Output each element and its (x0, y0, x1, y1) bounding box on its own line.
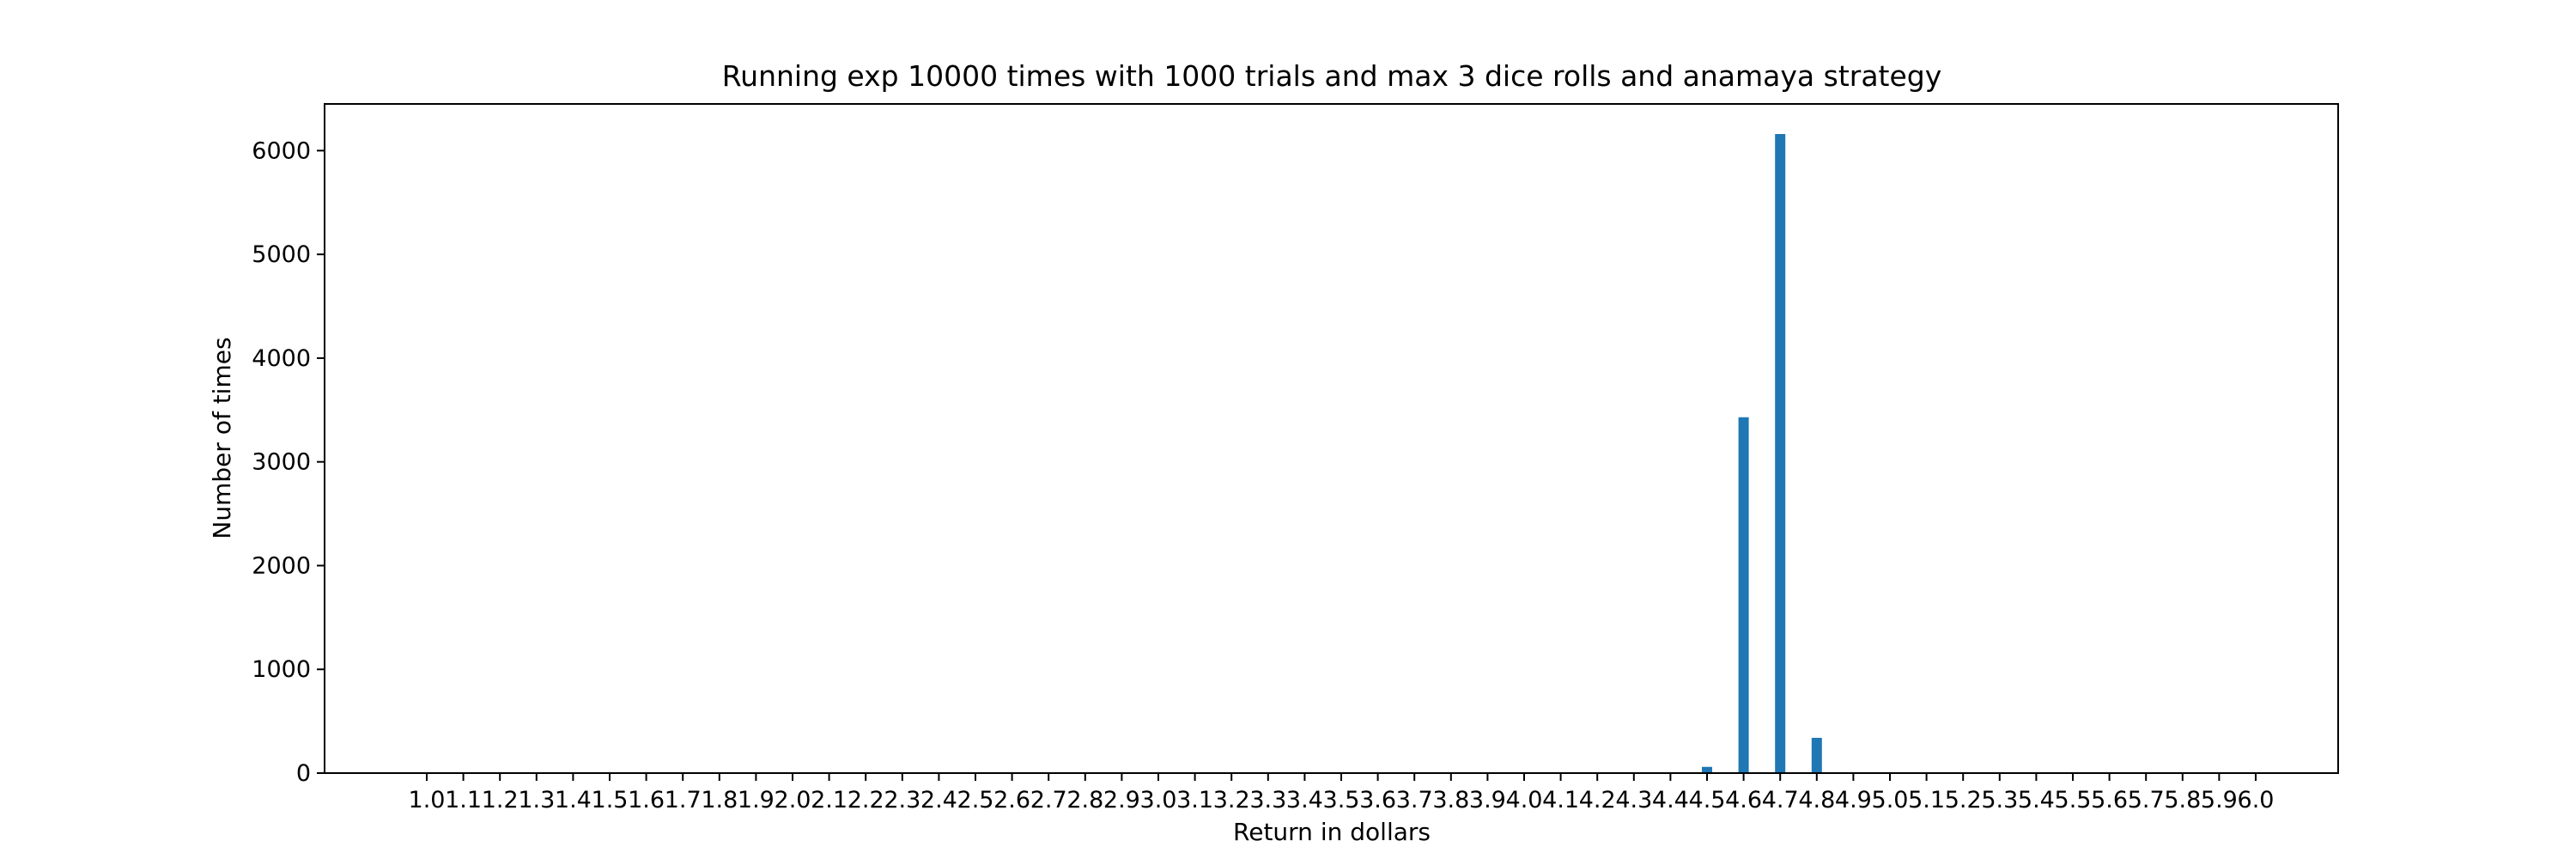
x-tick-label: 1.4 (555, 787, 592, 813)
y-axis-label: Number of times (208, 337, 236, 539)
x-tick-label: 2.5 (957, 787, 994, 813)
x-axis-label: Return in dollars (1233, 818, 1431, 846)
x-tick-label: 3.2 (1213, 787, 1250, 813)
x-tick-label: 4.4 (1652, 787, 1689, 813)
y-tick-label: 3000 (252, 449, 311, 476)
x-tick-label: 2.3 (884, 787, 920, 813)
bar-4.6 (1738, 417, 1749, 773)
x-tick-label: 5.1 (1908, 787, 1945, 813)
x-tick-label: 2.9 (1103, 787, 1140, 813)
x-tick-label: 5.2 (1945, 787, 1982, 813)
x-tick-label: 3.9 (1469, 787, 1506, 813)
x-tick-label: 3.5 (1323, 787, 1360, 813)
x-tick-label: 1.6 (628, 787, 665, 813)
x-tick-label: 2.2 (848, 787, 884, 813)
chart-title: Running exp 10000 times with 1000 trials… (722, 59, 1942, 93)
x-tick-label: 5.8 (2164, 787, 2201, 813)
x-tick-label: 5.0 (1872, 787, 1909, 813)
bars-layer (1702, 134, 1822, 774)
x-tick-label: 4.8 (1798, 787, 1835, 813)
y-tick-label: 5000 (252, 241, 311, 268)
x-tick-label: 2.7 (1030, 787, 1067, 813)
x-tick-label: 2.0 (775, 787, 811, 813)
x-tick-label: 3.7 (1396, 787, 1433, 813)
x-tick-label: 6.0 (2238, 787, 2275, 813)
y-tick-label: 6000 (252, 137, 311, 164)
x-tick-label: 1.8 (701, 787, 738, 813)
y-tick-label: 1000 (252, 656, 311, 683)
x-tick-label: 4.0 (1506, 787, 1543, 813)
x-tick-label: 4.5 (1689, 787, 1726, 813)
bar-4.5 (1702, 766, 1712, 773)
x-tick-label: 4.9 (1835, 787, 1872, 813)
x-tick-label: 1.7 (665, 787, 702, 813)
x-tick-label: 4.2 (1579, 787, 1616, 813)
x-tick-label: 3.0 (1140, 787, 1177, 813)
x-tick-label: 1.2 (482, 787, 519, 813)
x-axis-ticks: 1.0 1.1 1.2 1.3 1.4 1.5 1.6 1.7 1.8 1.9 2.0 2.1 2.2 2… (409, 773, 2275, 813)
y-tick-label: 2000 (252, 552, 311, 579)
x-tick-label: 5.7 (2128, 787, 2165, 813)
x-tick-label: 3.6 (1359, 787, 1396, 813)
plot-frame (324, 103, 2339, 774)
bar-4.8 (1811, 737, 1822, 773)
x-tick-label: 1.1 (445, 787, 482, 813)
x-tick-label: 1.5 (592, 787, 629, 813)
x-tick-label: 5.6 (2091, 787, 2128, 813)
x-tick-label: 4.3 (1615, 787, 1652, 813)
x-tick-label: 5.5 (2055, 787, 2092, 813)
y-tick-label: 4000 (252, 345, 311, 372)
x-tick-label: 1.3 (518, 787, 555, 813)
x-tick-label: 3.4 (1286, 787, 1323, 813)
x-tick-label: 2.6 (993, 787, 1030, 813)
x-tick-label: 5.4 (2018, 787, 2055, 813)
x-tick-label: 1.0 (409, 787, 446, 813)
x-tick-label: 3.1 (1176, 787, 1213, 813)
x-tick-label: 5.9 (2201, 787, 2238, 813)
x-tick-label: 5.3 (1981, 787, 2018, 813)
y-tick-label: 0 (296, 760, 311, 787)
x-tick-label: 3.3 (1249, 787, 1286, 813)
x-tick-label: 2.1 (811, 787, 848, 813)
x-tick-label: 3.8 (1432, 787, 1469, 813)
x-tick-label: 4.1 (1542, 787, 1579, 813)
x-tick-label: 2.8 (1066, 787, 1103, 813)
y-axis-ticks: 0 1000 2000 3000 4000 5000 6000 (252, 137, 325, 787)
x-tick-label: 2.4 (920, 787, 957, 813)
x-tick-label: 1.9 (738, 787, 775, 813)
x-tick-label: 4.6 (1725, 787, 1762, 813)
bar-4.7 (1775, 134, 1786, 774)
x-tick-label: 4.7 (1762, 787, 1799, 813)
